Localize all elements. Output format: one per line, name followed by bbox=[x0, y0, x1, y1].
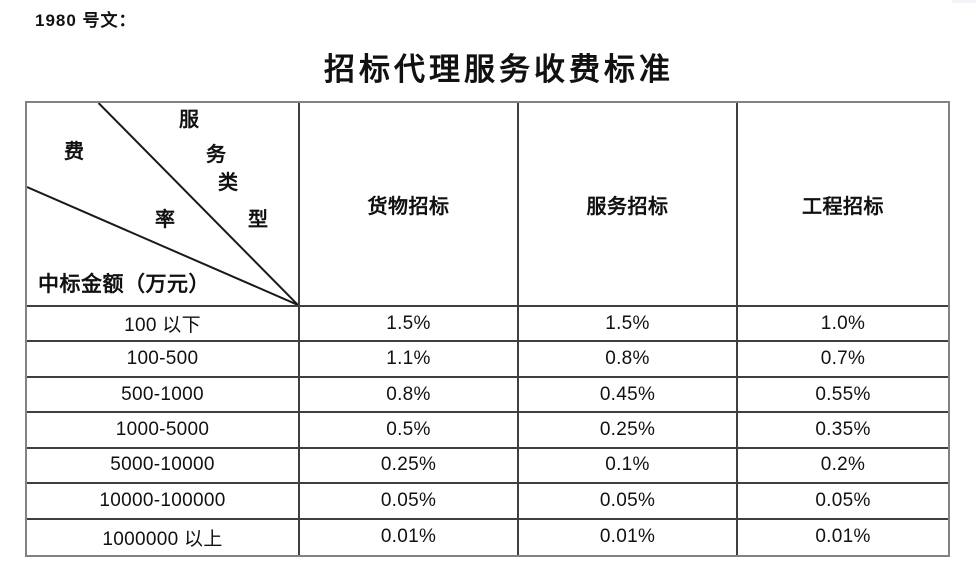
corner-label-fee-char-2: 率 bbox=[155, 209, 175, 231]
rate-cell: 0.5% bbox=[300, 413, 519, 449]
corner-label-service-char-1: 服 bbox=[179, 109, 199, 131]
page-title: 招标代理服务收费标准 bbox=[324, 52, 674, 87]
corner-label-fee-char-1: 费 bbox=[64, 141, 84, 163]
rate-cell: 1.5% bbox=[519, 307, 738, 343]
corner-label-amount-axis: 中标金额（万元） bbox=[38, 272, 210, 296]
rate-cell: 0.25% bbox=[519, 413, 738, 449]
rate-cell: 1.1% bbox=[300, 342, 519, 378]
rate-cell: 0.7% bbox=[738, 342, 948, 378]
corner-label-service-char-4: 型 bbox=[248, 209, 268, 231]
rate-cell: 0.01% bbox=[519, 519, 738, 555]
row-range-3: 500-1000 bbox=[27, 377, 300, 414]
rate-cell: 0.55% bbox=[738, 378, 948, 414]
document-ref-number: 1980 号文： bbox=[35, 11, 137, 30]
rate-cell: 0.35% bbox=[738, 413, 948, 449]
rate-cell: 0.05% bbox=[738, 484, 948, 520]
diagonal-split-lines bbox=[27, 103, 298, 305]
row-range-1: 100 以下 bbox=[27, 307, 300, 343]
row-range-6: 10000-100000 bbox=[27, 484, 300, 520]
corner-label-service-char-3: 类 bbox=[218, 172, 238, 194]
rate-cell: 0.01% bbox=[300, 519, 519, 555]
column-header-engineering: 工程招标 bbox=[738, 103, 948, 307]
row-range-2: 100-500 bbox=[27, 342, 300, 378]
row-range-7: 1000000 以上 bbox=[27, 519, 300, 555]
rate-cell: 0.8% bbox=[519, 342, 738, 378]
rate-cell: 0.8% bbox=[300, 377, 519, 414]
row-range-5: 5000-10000 bbox=[27, 448, 300, 485]
rate-cell: 0.2% bbox=[738, 449, 948, 485]
column-header-goods: 货物招标 bbox=[300, 103, 519, 307]
fee-standard-table: 服 费 务 类 率 型 中标金额（万元） 货物招标 服务招标 工程招标 100 … bbox=[25, 101, 950, 557]
table-corner-cell: 服 费 务 类 率 型 中标金额（万元） bbox=[27, 103, 300, 307]
rate-cell: 1.0% bbox=[738, 307, 948, 343]
rate-cell: 0.01% bbox=[815, 526, 871, 548]
rate-cell: 0.05% bbox=[519, 484, 738, 520]
rate-cell: 1.5% bbox=[300, 307, 519, 343]
corner-label-service-char-2: 务 bbox=[206, 144, 226, 166]
rate-cell: 0.1% bbox=[519, 448, 738, 485]
window-edge-artifact bbox=[952, 0, 976, 3]
row-range-4: 1000-5000 bbox=[27, 413, 300, 449]
rate-cell: 0.25% bbox=[300, 448, 519, 485]
rate-cell: 0.05% bbox=[300, 484, 519, 520]
column-header-services: 服务招标 bbox=[519, 103, 738, 307]
rate-cell: 0.45% bbox=[519, 377, 738, 414]
